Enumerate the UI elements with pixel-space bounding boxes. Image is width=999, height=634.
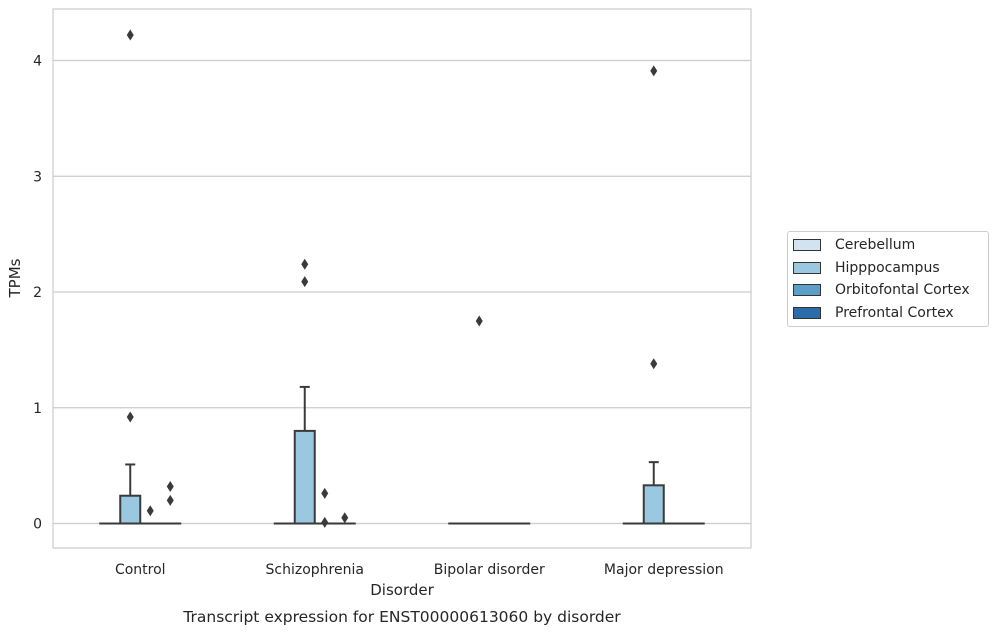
legend-item: Cerebellum (793, 235, 915, 255)
box-marks (99, 29, 705, 528)
chart-caption: Transcript expression for ENST0000061306… (182, 608, 621, 626)
legend-item: Prefrontal Cortex (793, 303, 954, 323)
y-tick-label: 4 (33, 54, 42, 70)
legend-item: Hipppocampus (793, 258, 940, 278)
plot-area (52, 8, 752, 549)
box-3-2 (468, 315, 491, 525)
y-tick-label: 0 (33, 517, 42, 533)
outlier-point (321, 516, 329, 528)
outlier-point (650, 358, 658, 370)
x-axis-label: Disorder (370, 581, 434, 599)
y-axis-label: TPMs (6, 258, 24, 298)
box (642, 484, 665, 525)
legend-swatch (793, 306, 821, 319)
legend-label: Orbitofontal Cortex (835, 282, 970, 298)
outlier-point (301, 276, 309, 288)
y-tick-label: 1 (33, 401, 42, 417)
x-tick-label: Major depression (604, 562, 724, 578)
box-2-2 (293, 258, 316, 525)
outlier-point (126, 29, 134, 41)
outlier-point (341, 512, 349, 524)
legend-label: Hipppocampus (835, 259, 940, 276)
box-2-4 (333, 512, 356, 525)
outlier-point (301, 258, 309, 270)
box-1-4 (159, 480, 182, 525)
legend-label: Cerebellum (835, 237, 916, 253)
outlier-point (650, 65, 658, 77)
outlier-point (321, 487, 329, 499)
x-tick-labels: Control Schizophrenia Bipolar disorder Majo… (115, 562, 724, 578)
legend-swatch (793, 284, 821, 296)
outlier-point (126, 411, 134, 423)
box (119, 494, 142, 525)
x-tick-label: Control (115, 562, 166, 578)
box-2-3 (313, 487, 336, 528)
x-tick-label: Bipolar disorder (434, 562, 545, 578)
y-tick-label: 3 (33, 169, 42, 185)
box-1-2 (119, 29, 142, 525)
legend: Cerebellum Hipppocampus Orbitofontal Corte… (787, 231, 989, 327)
outlier-point (475, 315, 483, 327)
outlier-point (166, 480, 174, 492)
y-tick-labels: 0 1 2 3 4 (33, 54, 42, 533)
outlier-point (166, 494, 174, 506)
legend-swatch (793, 239, 821, 251)
legend-swatch (793, 261, 821, 274)
y-tick-label: 2 (33, 285, 42, 301)
legend-label: Prefrontal Cortex (835, 304, 954, 321)
x-tick-label: Schizophrenia (266, 562, 364, 578)
box-4-2 (642, 65, 665, 525)
box (293, 429, 316, 525)
outlier-point (146, 505, 154, 517)
legend-item: Orbitofontal Cortex (793, 280, 970, 300)
